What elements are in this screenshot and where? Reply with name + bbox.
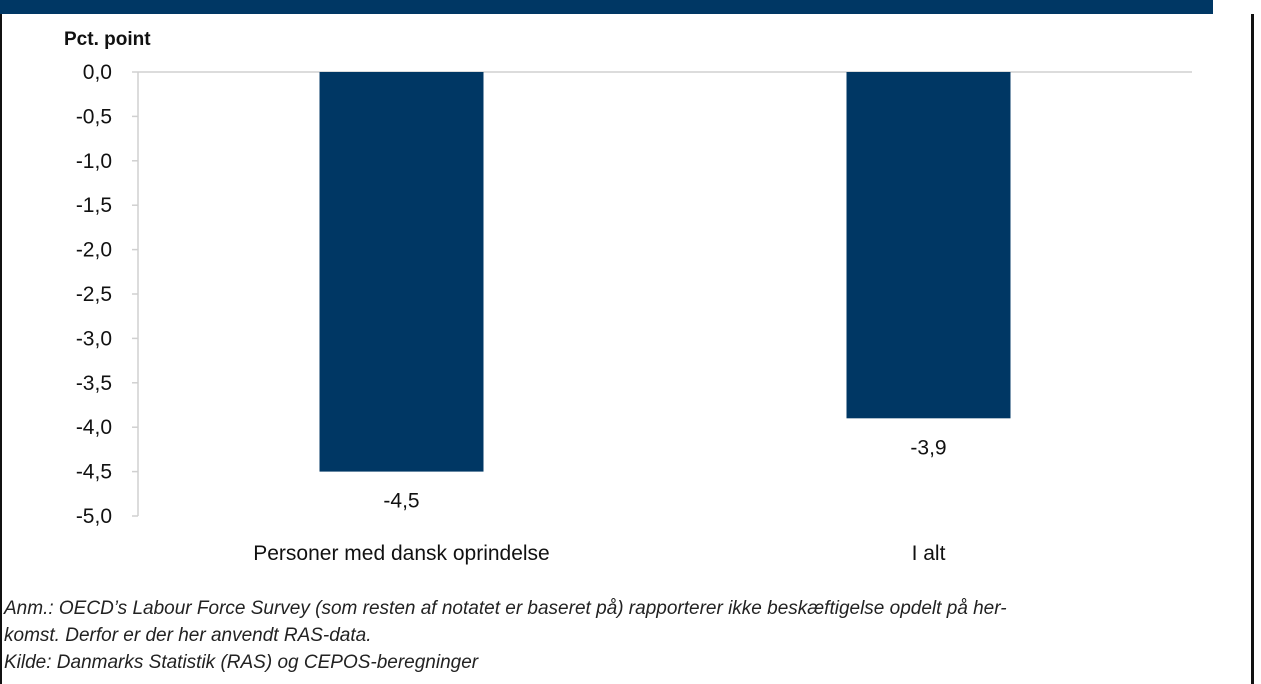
y-tick-label: -2,0 xyxy=(76,239,112,262)
data-labels: -4,5 -3,9 xyxy=(383,436,946,512)
y-tick-label: -1,0 xyxy=(76,150,112,173)
y-tick-label: -4,5 xyxy=(76,461,112,484)
figure-frame xyxy=(0,14,1254,684)
x-tick-label: Personer med dansk oprindelse xyxy=(253,542,550,565)
y-axis-label: Pct. point xyxy=(64,29,151,50)
chart: Pct. point 0,0 -0,5 -1,0 -1,5 -2,0 -2,5 -3,0 -3… xyxy=(64,29,1192,565)
y-tick-label: -3,0 xyxy=(76,327,112,350)
y-tick-label: -3,5 xyxy=(76,372,112,395)
y-tick-label: -0,5 xyxy=(76,105,112,128)
note-line-1: Anm.: OECD’s Labour Force Survey (som re… xyxy=(4,598,1007,619)
y-tick-label: -2,5 xyxy=(76,283,112,306)
note-line-2: komst. Derfor er der her anvendt RAS-dat… xyxy=(4,625,372,646)
x-axis-labels: Personer med dansk oprindelse I alt xyxy=(253,542,945,565)
y-axis-ticks: 0,0 -0,5 -1,0 -1,5 -2,0 -2,5 -3,0 -3,5 -4,0 -4,5 -… xyxy=(76,61,138,528)
y-tick-label: -1,5 xyxy=(76,194,112,217)
bar xyxy=(846,72,1011,419)
y-tick-label: -5,0 xyxy=(76,505,112,528)
y-tick-label: -4,0 xyxy=(76,416,112,439)
data-label: -3,9 xyxy=(910,436,946,459)
bar xyxy=(319,72,484,472)
y-tick-label: 0,0 xyxy=(83,61,112,84)
bars xyxy=(319,72,1011,472)
x-tick-label: I alt xyxy=(912,542,946,565)
header-band xyxy=(0,0,1261,14)
source-line: Kilde: Danmarks Statistik (RAS) og CEPOS… xyxy=(4,652,479,673)
data-label: -4,5 xyxy=(383,490,419,513)
header-band-gap xyxy=(1213,0,1261,14)
